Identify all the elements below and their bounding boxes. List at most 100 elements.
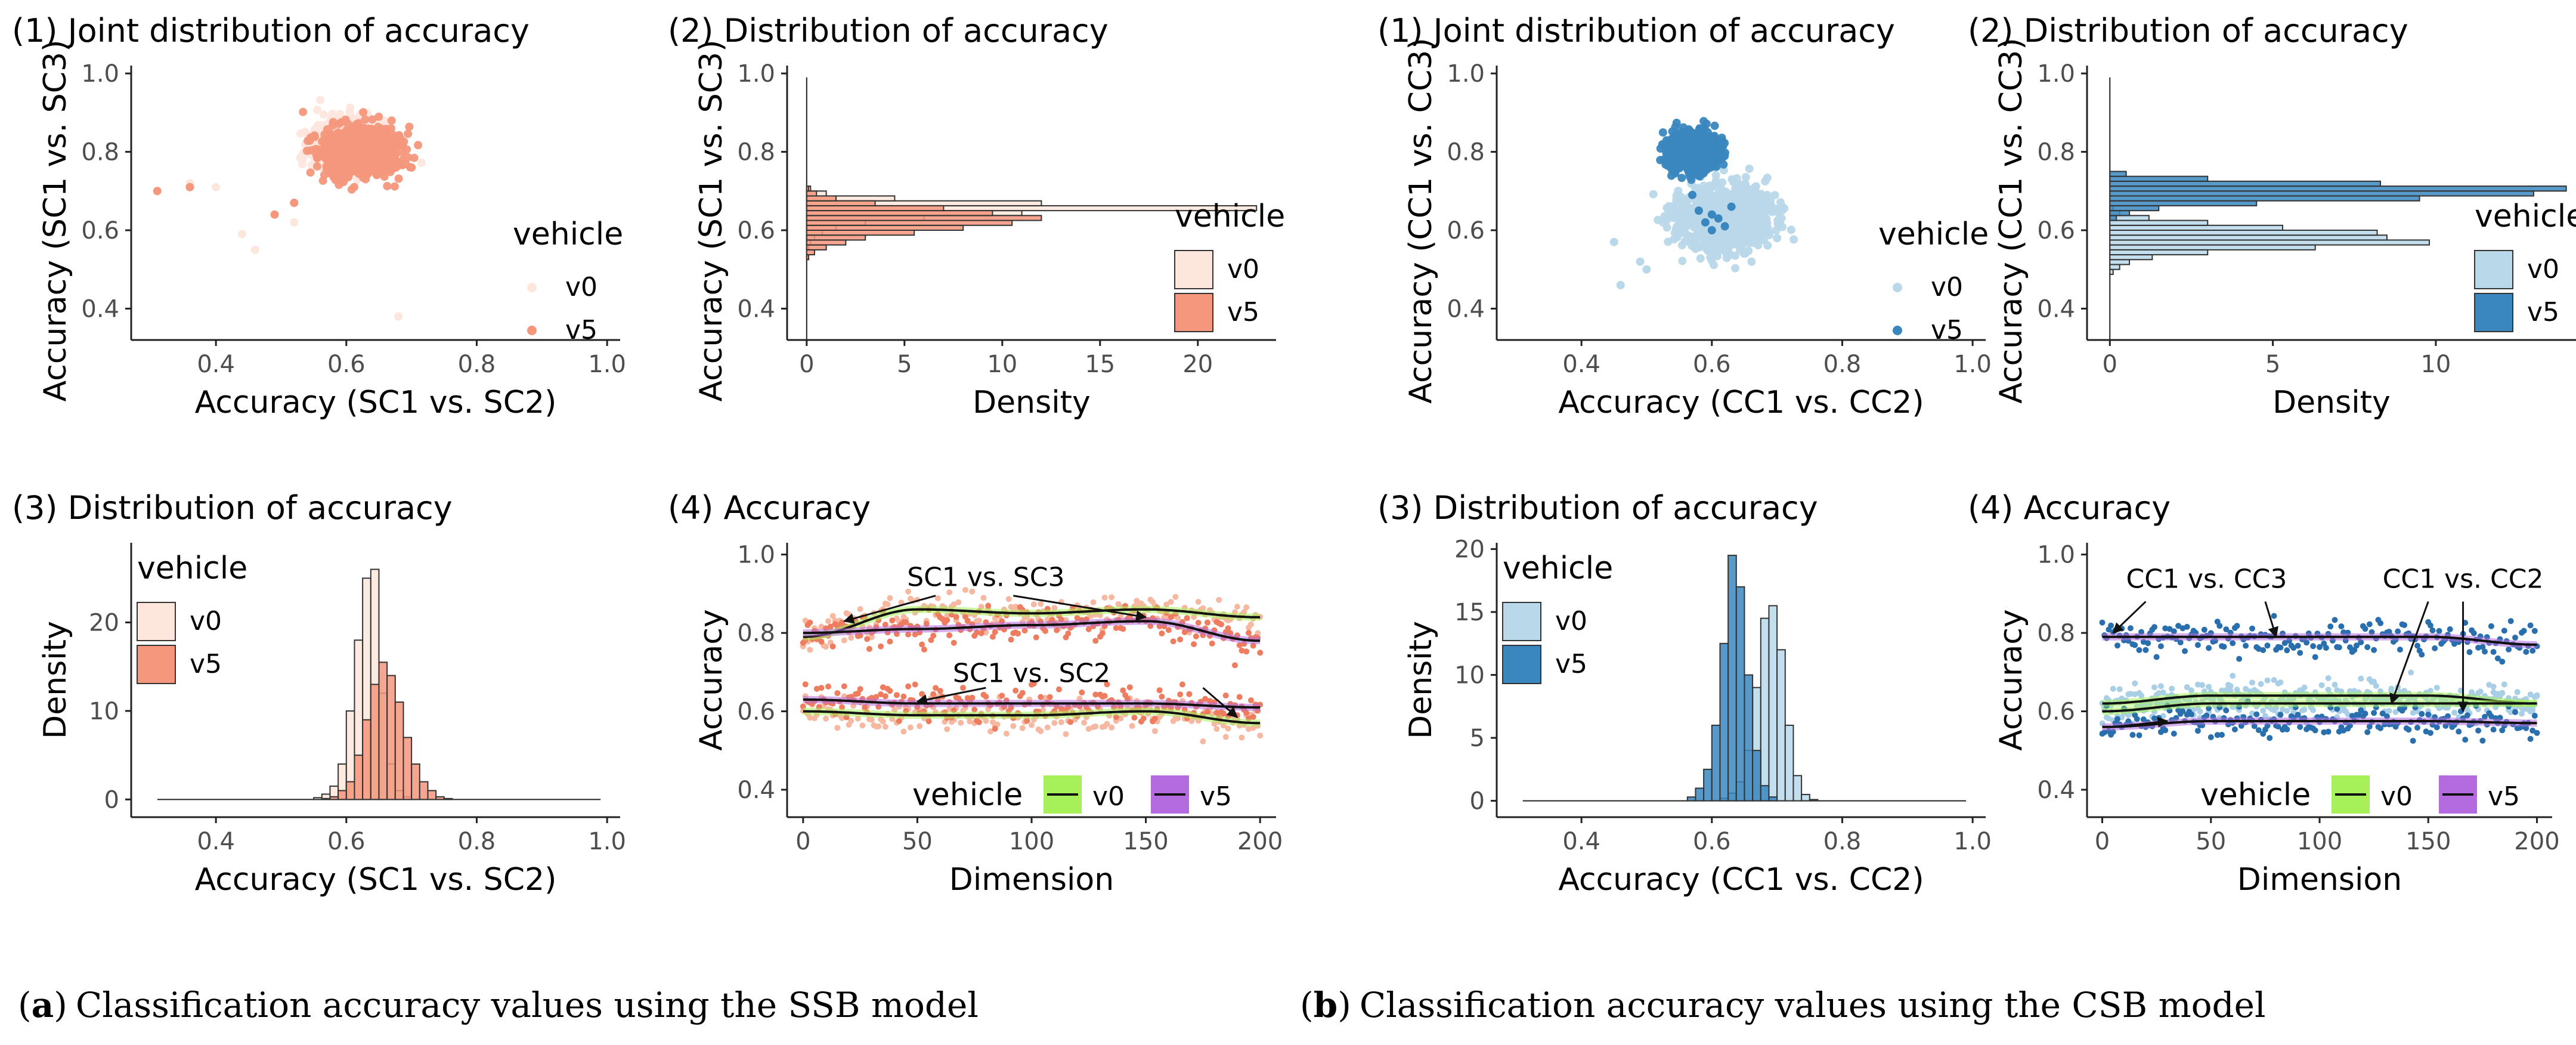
b1-point-v0 <box>1747 221 1756 230</box>
a2-bar-v5 <box>806 185 810 192</box>
a4-point-v5 <box>1209 640 1215 647</box>
a4-x-tick-label: 100 <box>1009 828 1054 855</box>
a4-point-v5 <box>1038 694 1044 700</box>
a4-point-v5 <box>841 683 847 690</box>
b1-y-label: Accuracy (CC1 vs. CC3) <box>1403 38 1439 403</box>
a4-x-label: Dimension <box>949 862 1114 898</box>
b1-outlier-v0 <box>1616 281 1625 289</box>
a4-point-v5 <box>1247 697 1254 704</box>
b1-outlier-v0 <box>1636 257 1645 266</box>
a4-point-v0 <box>1029 722 1035 728</box>
b1-point-v0 <box>1708 239 1717 248</box>
a1-point-v0 <box>316 95 325 104</box>
b1-point-v0 <box>1740 186 1749 194</box>
b1-point-v5 <box>1717 134 1726 142</box>
a4-point-v5 <box>802 681 809 688</box>
a4-point-v5 <box>829 643 836 650</box>
b1-point-v0 <box>1696 254 1705 263</box>
a2-bar-v5 <box>806 249 815 256</box>
a4-point-v0 <box>1090 599 1097 605</box>
a4-point-v0 <box>1239 734 1245 741</box>
a4-annotation-arrow <box>916 687 986 705</box>
a3-x-tick-label: 0.4 <box>197 828 235 855</box>
a4-point-v5 <box>1246 630 1252 636</box>
a4-point-v0 <box>1109 594 1115 601</box>
a4-point-v5 <box>992 725 998 732</box>
a3-y-tick-label: 20 <box>89 610 119 637</box>
a1-point-v0 <box>319 110 328 119</box>
a4-point-v0 <box>1168 599 1174 605</box>
a4-point-v0 <box>1172 593 1179 600</box>
a4-x-tick-label: 150 <box>1123 828 1168 855</box>
a4-point-v5 <box>1184 615 1190 622</box>
b1-point-v0 <box>1664 237 1673 246</box>
b1-point-v0 <box>1671 224 1680 233</box>
a4-point-v0 <box>907 724 914 731</box>
a1-x-tick-label: 0.8 <box>458 351 496 378</box>
a3-bar-v5 <box>345 781 355 800</box>
a4-point-v5 <box>1179 681 1185 688</box>
a4-legend-label-v5: v5 <box>1200 781 1232 812</box>
a1-x-tick-label: 0.6 <box>327 351 366 378</box>
a3-bar-v5 <box>419 781 429 800</box>
a2-bar-v5 <box>806 195 837 202</box>
a4-point-v5 <box>1191 641 1197 647</box>
a4-point-v5 <box>992 629 998 635</box>
a1-point-v0 <box>301 128 309 137</box>
a2-legend-title: vehicle <box>1175 199 1285 234</box>
a4-point-v0 <box>1003 731 1010 737</box>
a3-bar-v5 <box>370 684 380 800</box>
b1-point-v5 <box>1685 125 1693 134</box>
b1-y-tick-label: 0.4 <box>1447 295 1485 323</box>
a4-point-v5 <box>1243 648 1250 655</box>
a4-point-v5 <box>1101 692 1108 699</box>
a1-outlier-v0 <box>212 183 221 191</box>
a1-point-v5 <box>398 156 407 165</box>
a4-point-v5 <box>976 719 982 725</box>
a1-outlier-v5 <box>153 187 162 196</box>
a4-point-v0 <box>944 726 950 732</box>
a4-point-v0 <box>1058 719 1064 725</box>
a4-point-v0 <box>1051 720 1058 726</box>
a2-y-tick-label: 1.0 <box>737 60 775 88</box>
a4-point-v5 <box>1186 691 1193 697</box>
a4-x-tick-label: 0 <box>795 828 810 855</box>
a1-point-v5 <box>318 176 327 185</box>
a2-bar-v5 <box>806 200 876 206</box>
a4-point-v5 <box>1092 638 1099 644</box>
b1-point-v0 <box>1678 256 1687 265</box>
a3-bar-v5 <box>386 675 396 800</box>
a2-bar-v5 <box>806 239 847 246</box>
b1-point-v0 <box>1732 239 1741 248</box>
a4-y-tick-label: 0.8 <box>737 620 775 647</box>
a4-point-v5 <box>969 694 976 701</box>
a2-bar-v5 <box>806 230 915 236</box>
b1-point-v0 <box>1743 202 1752 210</box>
a1-outlier-v0 <box>250 245 259 254</box>
a4-point-v0 <box>823 644 829 650</box>
b1-point-v0 <box>1688 212 1696 221</box>
a1-point-v5 <box>410 153 419 162</box>
a4-point-v5 <box>1131 715 1138 721</box>
a1-point-v5 <box>361 115 370 124</box>
a4-point-v5 <box>953 614 959 620</box>
a4-point-v5 <box>1222 692 1229 698</box>
a3-legend-key-v0 <box>137 602 176 641</box>
b1-point-v5 <box>1667 171 1676 180</box>
b1-point-v0 <box>1713 199 1722 208</box>
a4-point-v0 <box>980 595 987 601</box>
a1-point-v5 <box>366 148 374 157</box>
a4-point-v0 <box>955 599 962 605</box>
a1-legend-key-v5 <box>527 326 537 335</box>
a2-bar-v5 <box>806 254 810 261</box>
b1-point-v5 <box>1710 121 1719 130</box>
a4-point-v0 <box>857 606 863 613</box>
a1-y-tick-label: 1.0 <box>81 60 119 88</box>
a4-annotation-2: SC1 vs. SC2 <box>953 658 1110 688</box>
a4-point-v5 <box>1065 630 1072 636</box>
a3-bar-v5 <box>329 796 339 800</box>
a3-y-tick-label: 0 <box>104 786 119 814</box>
